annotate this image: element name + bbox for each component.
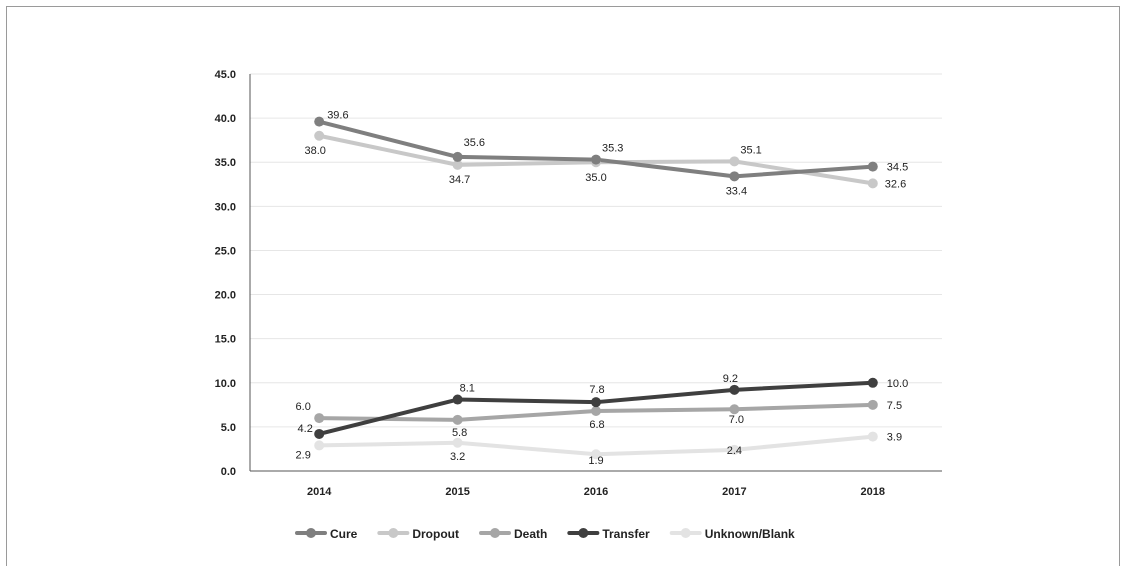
- data-label: 2.4: [727, 445, 742, 457]
- data-point: [314, 440, 325, 451]
- data-point: [591, 154, 601, 165]
- data-label: 1.9: [588, 455, 603, 467]
- series-line-cure: [317, 119, 875, 179]
- x-tick-label: 2016: [584, 486, 608, 498]
- legend-label: Dropout: [412, 527, 459, 541]
- data-point: [314, 130, 325, 141]
- data-label: 4.2: [298, 423, 313, 435]
- data-point: [867, 431, 878, 442]
- data-label: 35.0: [585, 172, 606, 184]
- data-point: [867, 178, 878, 189]
- data-point: [452, 151, 463, 162]
- x-tick-label: 2017: [722, 486, 746, 498]
- data-point: [729, 384, 740, 395]
- y-tick-label: 15.0: [215, 334, 236, 346]
- legend-swatch-marker: [388, 528, 399, 538]
- legend-swatch-marker: [490, 528, 500, 538]
- legend-label: Death: [514, 527, 547, 541]
- legend-swatch-marker: [680, 528, 691, 538]
- data-label: 38.0: [304, 145, 325, 157]
- y-tick-label: 30.0: [215, 201, 236, 213]
- data-point: [591, 449, 601, 460]
- x-tick-label: 2018: [861, 486, 885, 498]
- data-label: 7.0: [729, 414, 744, 426]
- gridlines: [250, 73, 942, 428]
- y-tick-label: 10.0: [215, 378, 236, 390]
- chart-frame: [6, 6, 1120, 566]
- series-points: [314, 116, 878, 460]
- legend-swatch-marker: [306, 528, 316, 538]
- legend-label: Unknown/Blank: [705, 527, 795, 541]
- data-point: [867, 399, 878, 410]
- data-point: [452, 159, 463, 170]
- data-label: 34.5: [887, 162, 908, 174]
- data-label: 7.5: [887, 400, 902, 412]
- legend-label: Cure: [330, 527, 358, 541]
- legend-item: Death: [479, 527, 547, 541]
- data-point: [314, 116, 325, 127]
- data-label: 35.6: [464, 137, 485, 149]
- data-point: [452, 437, 463, 448]
- data-point: [452, 394, 463, 405]
- data-point: [729, 444, 740, 455]
- legend-swatch-marker: [578, 528, 589, 538]
- legend: Cure Dropout Death Transfer Unknown/Blank: [295, 527, 795, 541]
- legend-label: Transfer: [602, 527, 650, 541]
- data-label: 3.2: [450, 451, 465, 463]
- y-tick-label: 25.0: [215, 245, 236, 257]
- data-point: [867, 161, 878, 172]
- data-point: [591, 397, 601, 408]
- data-point: [452, 414, 463, 425]
- data-label: 3.9: [887, 432, 902, 444]
- legend-item: Transfer: [567, 527, 650, 541]
- data-point: [314, 413, 325, 424]
- data-labels: 39.6 35.6 35.3 33.4 34.5 38.0 34.7 35.0 35.1 32.6…: [296, 110, 909, 468]
- data-label: 32.6: [885, 178, 906, 190]
- data-label: 2.9: [296, 449, 311, 461]
- data-point: [729, 156, 740, 167]
- y-tick-label: 20.0: [215, 290, 236, 302]
- data-label: 33.4: [726, 185, 747, 197]
- data-point: [591, 406, 601, 417]
- x-tick-label: 2014: [307, 486, 332, 498]
- data-point: [729, 404, 740, 415]
- data-label: 6.8: [589, 419, 604, 431]
- data-point: [867, 377, 878, 388]
- y-tick-label: 0.0: [221, 466, 236, 478]
- legend-item: Dropout: [377, 527, 459, 541]
- axes: 0.0 5.0 10.0 15.0 20.0 25.0 30.0 35.0 40.0 45.0 20…: [215, 69, 942, 498]
- y-tick-label: 5.0: [221, 422, 236, 434]
- data-point: [314, 428, 325, 439]
- data-label: 6.0: [296, 401, 311, 413]
- y-tick-label: 40.0: [215, 113, 236, 125]
- x-tick-label: 2015: [445, 486, 469, 498]
- y-tick-label: 45.0: [215, 69, 236, 81]
- data-label: 34.7: [449, 174, 470, 186]
- legend-item: Unknown/Blank: [669, 527, 795, 541]
- data-label: 35.1: [740, 144, 761, 156]
- data-label: 35.3: [602, 143, 623, 155]
- data-label: 9.2: [723, 373, 738, 385]
- data-label: 7.8: [589, 384, 604, 396]
- data-point: [729, 171, 740, 182]
- y-tick-label: 35.0: [215, 157, 236, 169]
- data-label: 39.6: [327, 110, 348, 122]
- data-label: 10.0: [887, 378, 908, 390]
- legend-item: Cure: [295, 527, 358, 541]
- data-label: 8.1: [460, 383, 475, 395]
- data-label: 5.8: [452, 427, 467, 439]
